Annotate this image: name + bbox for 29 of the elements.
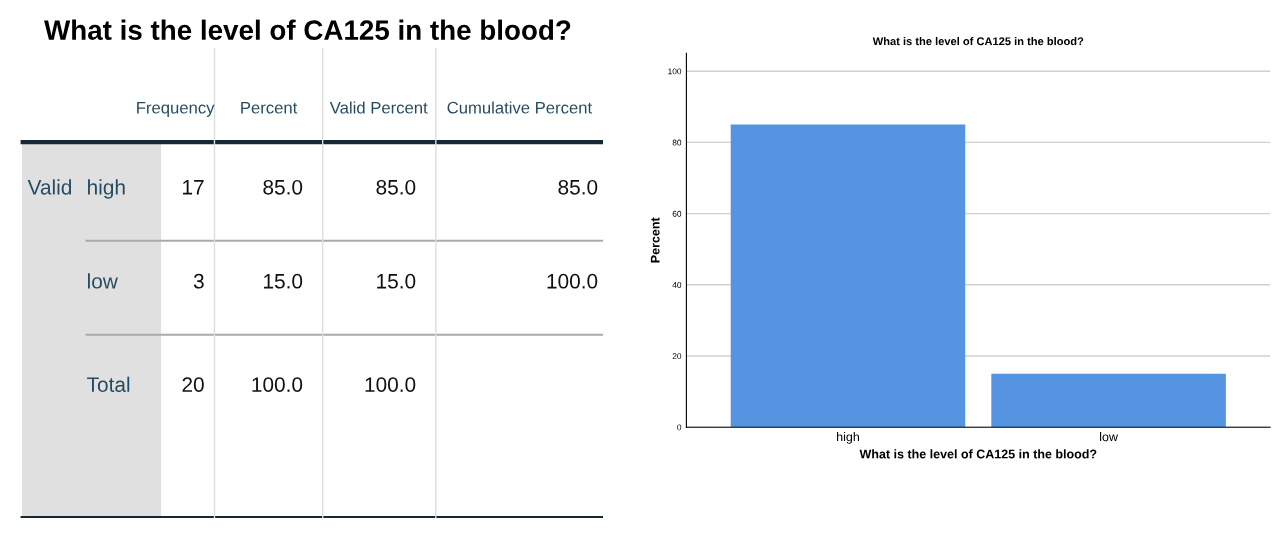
text: Cumulative Percent [447, 101, 592, 114]
text: What is the level of CA125 in the blood? [44, 19, 571, 40]
text: 100.0 [547, 273, 598, 289]
text: Total [87, 376, 130, 392]
text: Percent [241, 101, 298, 114]
text: low [88, 273, 118, 289]
text: Valid Percent [329, 101, 428, 114]
text: 3 [193, 273, 204, 289]
y-tick-label: 20 [672, 353, 682, 360]
text: 17 [183, 180, 204, 195]
y-tick-label: 100 [668, 68, 682, 75]
text: Valid [27, 179, 72, 195]
y-tick-label: 80 [672, 139, 682, 146]
text: 100.0 [365, 377, 416, 392]
text: high [88, 179, 125, 199]
x-axis-title: What is the level of CA125 in the blood? [859, 449, 1097, 459]
text: 15.0 [264, 273, 303, 289]
text: 20 [182, 377, 204, 392]
text: 100.0 [252, 377, 303, 392]
y-axis-title: Percent [650, 217, 660, 263]
text: 85.0 [376, 179, 416, 195]
y-tick-label: 0 [677, 424, 682, 431]
text: 85.0 [558, 179, 598, 195]
text: Frequency [137, 101, 215, 117]
chart-title: What is the level of CA125 in the blood? [872, 37, 1084, 46]
text: 85.0 [263, 179, 303, 195]
y-tick-label: 60 [672, 210, 682, 217]
y-tick-label: 40 [672, 282, 682, 288]
text: 15.0 [377, 273, 416, 289]
